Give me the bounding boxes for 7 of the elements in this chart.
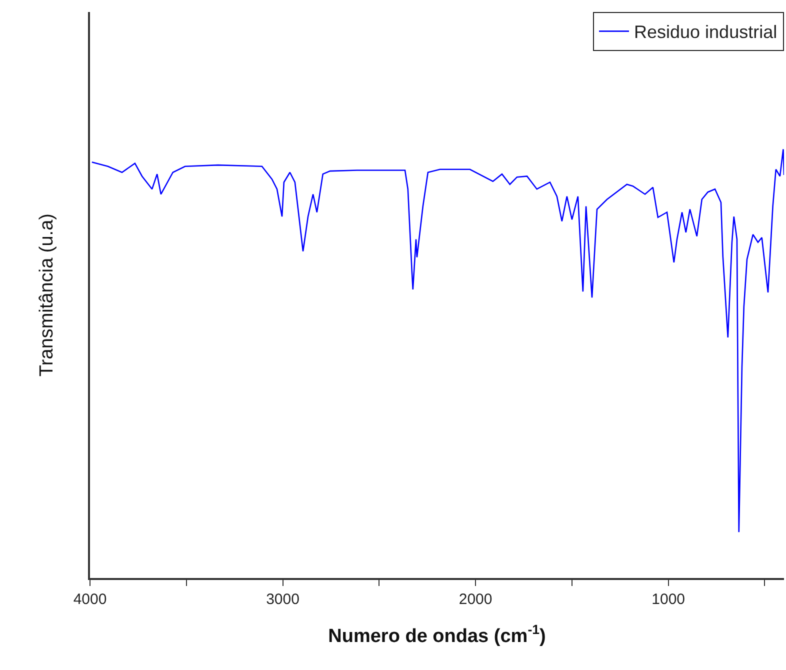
y-axis-title: Transmitância (u.a)	[36, 214, 58, 376]
legend-label: Residuo industrial	[634, 22, 778, 42]
x-tick-label: 2000	[458, 590, 492, 608]
x-tick-label: 4000	[73, 590, 107, 608]
x-axis-title: Numero de ondas (cm$^{-1}$)	[328, 622, 546, 648]
x-tick-label: 1000	[652, 590, 686, 608]
x-tick-label: 3000	[266, 590, 300, 608]
